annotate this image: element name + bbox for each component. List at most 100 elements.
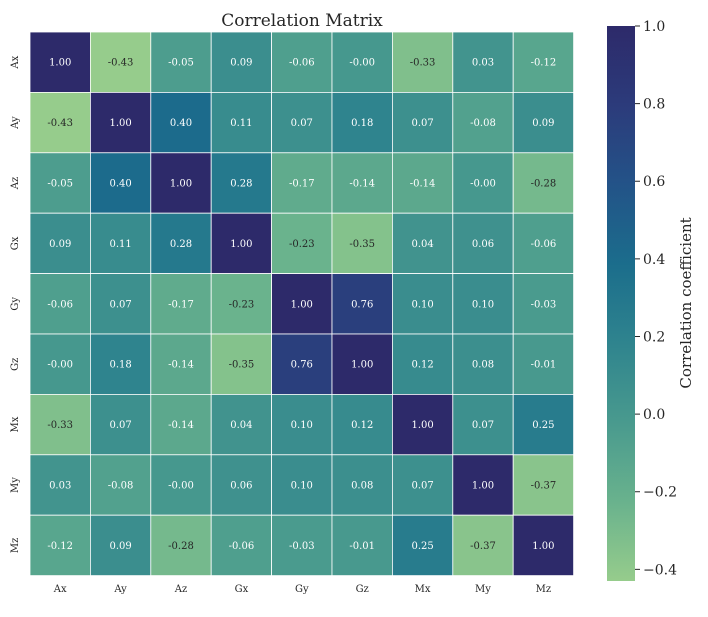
- cell-value-label: 0.76: [291, 360, 313, 371]
- heatmap-cell: [512, 273, 575, 335]
- cell-value-label: -0.06: [531, 239, 557, 250]
- heatmap-cell: [150, 454, 212, 516]
- x-tick-label: Ax: [53, 584, 67, 595]
- cell-value-label: -0.08: [108, 481, 134, 492]
- cell-value-label: -0.03: [531, 299, 557, 310]
- heatmap-cell: [271, 92, 333, 154]
- cell-value-label: -0.43: [108, 58, 134, 69]
- colorbar-tick-label: −0.2: [643, 485, 677, 501]
- cell-value-label: -0.35: [349, 239, 375, 250]
- cell-value-label: 0.09: [532, 118, 554, 129]
- cell-value-label: -0.35: [229, 360, 255, 371]
- cell-value-label: 0.10: [411, 299, 433, 310]
- cell-value-label: -0.06: [289, 58, 315, 69]
- heatmap-cell: [29, 454, 91, 516]
- heatmap-cell: [512, 152, 575, 214]
- heatmap-cell: [150, 92, 212, 154]
- x-tick-label: My: [475, 584, 491, 595]
- cell-value-label: 0.18: [351, 118, 373, 129]
- heatmap-cell: [90, 514, 152, 577]
- colorbar-tick-label: 0.6: [643, 174, 665, 190]
- colorbar-tick-label: 0.2: [643, 329, 665, 345]
- cell-value-label: 0.10: [291, 481, 313, 492]
- cell-value-label: -0.03: [289, 541, 315, 552]
- heatmap-cell: [29, 152, 91, 214]
- cell-value-label: 0.28: [170, 239, 192, 250]
- y-tick-label: My: [10, 477, 21, 493]
- cell-value-label: 0.07: [109, 299, 131, 310]
- heatmap-cell: [150, 333, 212, 395]
- cell-value-label: -0.00: [168, 481, 194, 492]
- cell-value-label: 1.00: [291, 299, 313, 310]
- heatmap-cell: [29, 333, 91, 395]
- y-axis-tick-labels: Ax Ay Az Gx Gy Gz Mx My Mz: [10, 55, 21, 553]
- cell-value-label: -0.14: [168, 420, 194, 431]
- cell-value-label: -0.05: [47, 179, 73, 190]
- heatmap-cell: [452, 92, 514, 154]
- heatmap-cell: [210, 333, 272, 395]
- heatmap-cell: [210, 273, 272, 335]
- cell-value-label: -0.14: [410, 179, 436, 190]
- heatmap-cell: [391, 152, 454, 214]
- cell-value-label: 0.03: [472, 58, 494, 69]
- cell-value-label: -0.12: [531, 58, 557, 69]
- cell-value-label: -0.37: [470, 541, 496, 552]
- heatmap-cell: [512, 212, 575, 274]
- cell-value-label: 0.09: [230, 58, 252, 69]
- cell-value-label: 0.40: [109, 179, 131, 190]
- heatmap-cell: [452, 333, 514, 395]
- heatmap-cell: [331, 514, 393, 577]
- cell-value-label: -0.06: [47, 299, 73, 310]
- heatmap-cell: [29, 514, 91, 577]
- heatmap-cell: [150, 514, 212, 577]
- cell-value-label: -0.08: [470, 118, 496, 129]
- heatmap-cell: [29, 273, 91, 335]
- cell-value-label: 0.40: [170, 118, 192, 129]
- colorbar-label: Correlation coefficient: [677, 217, 695, 388]
- chart-title: Correlation Matrix: [221, 11, 383, 31]
- colorbar-tick-label: 0.0: [643, 407, 665, 423]
- cell-value-label: -0.28: [531, 179, 557, 190]
- cell-value-label: 0.11: [109, 239, 131, 250]
- cell-value-label: -0.00: [349, 58, 375, 69]
- y-tick-label: Ax: [10, 55, 21, 69]
- x-tick-label: Gx: [235, 584, 249, 595]
- heatmap-cell: [391, 393, 454, 456]
- heatmap-cell: [210, 212, 272, 274]
- heatmap-cell: [150, 273, 212, 335]
- x-axis-tick-labels: Ax Ay Az Gx Gy Gz Mx My Mz: [53, 584, 551, 595]
- heatmap-cell: [210, 152, 272, 214]
- cell-value-label: 0.08: [472, 360, 494, 371]
- cell-value-label: 0.76: [351, 299, 373, 310]
- colorbar-ticks: 1.0 0.8 0.6 0.4 0.2 0.0 −0.2 −0.4: [635, 19, 677, 578]
- heatmap-cell: [150, 31, 212, 93]
- heatmap-cell: [29, 212, 91, 274]
- cell-value-label: 0.12: [351, 420, 373, 431]
- heatmap-cell: [150, 152, 212, 214]
- cell-value-label: -0.00: [470, 179, 496, 190]
- cell-value-label: 0.18: [109, 360, 131, 371]
- cell-value-label: 0.04: [230, 420, 252, 431]
- heatmap-cell: [391, 273, 454, 335]
- heatmap-cell: [271, 393, 333, 456]
- cell-value-label: -0.28: [168, 541, 194, 552]
- heatmap-cell: [271, 152, 333, 214]
- heatmap-cell: [29, 393, 91, 456]
- colorbar-tick-label: 0.4: [643, 252, 665, 268]
- heatmap-cell: [29, 31, 91, 93]
- cell-value-label: 1.00: [49, 58, 71, 69]
- cell-value-label: 0.07: [291, 118, 313, 129]
- heatmap-cell: [512, 454, 575, 516]
- cell-value-label: 0.06: [230, 481, 252, 492]
- cell-value-label: -0.12: [47, 541, 73, 552]
- x-tick-label: Mx: [415, 584, 431, 595]
- y-tick-label: Mz: [10, 538, 21, 554]
- heatmap-cell: [512, 514, 575, 577]
- heatmap-cell: [331, 454, 393, 516]
- heatmap-cell: [29, 92, 91, 154]
- colorbar-tick-label: 1.0: [643, 19, 665, 35]
- cell-value-label: 0.11: [230, 118, 252, 129]
- heatmap-cell: [271, 454, 333, 516]
- heatmap-cell: [90, 212, 152, 274]
